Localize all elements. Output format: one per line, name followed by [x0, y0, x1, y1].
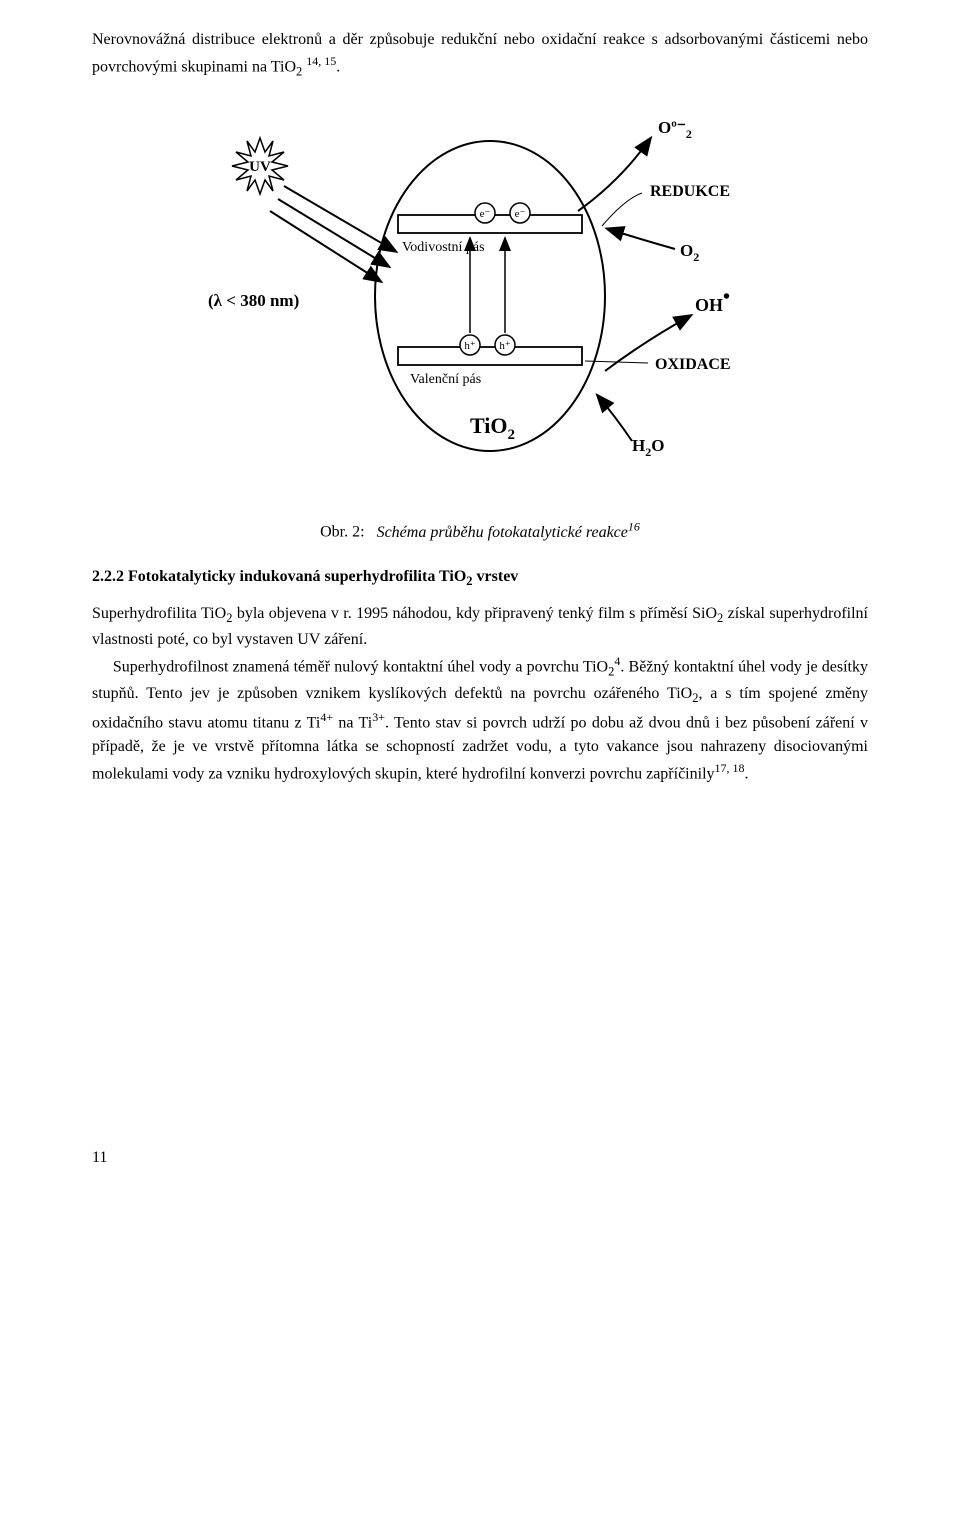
caption-label: Obr. 2:	[320, 524, 364, 541]
svg-text:UV: UV	[249, 159, 271, 175]
svg-text:OH•: OH•	[695, 286, 730, 315]
section-heading: 2.2.2 Fotokatalyticky indukovaná superhy…	[92, 565, 868, 591]
svg-text:e⁻: e⁻	[480, 208, 491, 220]
svg-text:(λ < 380 nm): (λ < 380 nm)	[208, 291, 299, 310]
svg-text:O2: O2	[680, 241, 699, 264]
caption-text: Schéma průběhu fotokatalytické reakce16	[377, 524, 640, 541]
svg-text:Valenční pás: Valenční pás	[410, 372, 481, 387]
figure-caption: Obr. 2: Schéma průběhu fotokatalytické r…	[92, 517, 868, 544]
svg-text:REDUKCE: REDUKCE	[650, 183, 730, 200]
svg-text:TiO2: TiO2	[470, 413, 515, 443]
svg-text:h⁺: h⁺	[464, 340, 476, 352]
diagram-container: UV (λ < 380 nm) Vodivostní pás Valenční …	[92, 111, 868, 491]
svg-text:OXIDACE: OXIDACE	[655, 356, 731, 373]
svg-text:h⁺: h⁺	[499, 340, 511, 352]
photocatalysis-diagram: UV (λ < 380 nm) Vodivostní pás Valenční …	[200, 111, 760, 491]
intro-paragraph: Nerovnovážná distribuce elektronů a děr …	[92, 28, 868, 81]
svg-text:e⁻: e⁻	[515, 208, 526, 220]
page-number: 11	[92, 1146, 868, 1170]
body-paragraph: Superhydrofilita TiO2 byla objevena v r.…	[92, 602, 868, 786]
svg-text:Oº⁻2: Oº⁻2	[658, 118, 692, 141]
svg-text:H2O: H2O	[632, 436, 664, 459]
svg-text:Vodivostní pás: Vodivostní pás	[402, 240, 485, 255]
